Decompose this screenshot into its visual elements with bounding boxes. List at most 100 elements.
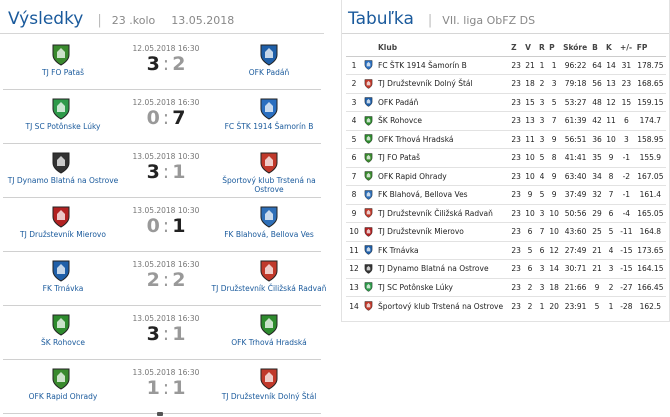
match-score[interactable]: 22 (121, 269, 211, 291)
cell-fairplay: 166.45 (634, 278, 666, 297)
cell-draws: 3 (537, 259, 548, 279)
cell-score: 53:27 (561, 93, 591, 112)
match-row[interactable]: ŠK Rohovce 13.05.2018 16:3031 OFK Trhová H… (3, 306, 321, 360)
cell-club[interactable]: TJ Družstevník Čiližská Radvaň (376, 204, 510, 223)
match-score[interactable]: 31 (121, 161, 211, 183)
cell-points: 29 (590, 204, 605, 223)
cell-k: 1 (608, 301, 614, 311)
match-row[interactable]: TJ Dynamo Blatná na Ostrove 13.05.2018 10… (3, 144, 321, 198)
standings-row[interactable]: 3 OFK Padáň 23 15 3 5 53:27 48 12 15 159.15 (346, 93, 666, 112)
cell-club[interactable]: FK Trnávka (376, 241, 510, 260)
standings-row[interactable]: 14 Športový klub Trstená na Ostrove 23 2 1 20… (346, 297, 666, 316)
cell-draws: 3 (537, 93, 548, 112)
cell-wins: 2 (527, 301, 533, 311)
home-team-name[interactable]: TJ SC Potônske Lúky (25, 122, 101, 131)
cell-club[interactable]: ŠK Rohovce (376, 111, 510, 131)
home-team-name[interactable]: OFK Rapid Ohrady (28, 392, 98, 401)
cell-wins: 10 (523, 167, 538, 186)
col-wins: V (523, 40, 538, 57)
cell-played: 23 (509, 259, 524, 279)
cell-club[interactable]: TJ FO Pataš (376, 148, 510, 168)
score-separator (163, 107, 169, 129)
cell-draws: 7 (537, 222, 548, 242)
away-team-name[interactable]: FK Blahová, Bellova Ves (224, 230, 314, 239)
standings-row[interactable]: 1 FC ŠTK 1914 Šamorín B 23 21 1 1 96:22 64 14 31 1… (346, 56, 666, 75)
cell-k: 12 (604, 93, 618, 112)
home-team-name[interactable]: FK Trnávka (42, 284, 84, 293)
scroll-indicator[interactable] (157, 412, 163, 416)
cell-club[interactable]: TJ Družstevník Dolný Štál (376, 74, 510, 94)
standings-row[interactable]: 6 TJ FO Pataš 23 10 5 8 41:41 35 9 -1 155.9 (346, 148, 666, 168)
standings-row[interactable]: 12 TJ Dynamo Blatná na Ostrove 23 6 3 14 30:71… (346, 259, 666, 279)
club-crest-icon (362, 111, 376, 131)
col-fairplay: FP (634, 40, 666, 57)
cell-club[interactable]: OFK Rapid Ohrady (376, 167, 510, 186)
cell-played: 23 (509, 74, 524, 94)
away-team-name[interactable]: Športový klub Trstená na Ostrove (222, 176, 316, 194)
cell-club[interactable]: TJ Družstevník Mierovo (376, 222, 510, 242)
cell-points: 9 (590, 278, 605, 297)
club-crest-icon (362, 259, 376, 279)
cell-losses: 10 (547, 222, 562, 242)
match-row[interactable]: TJ FO Pataš 12.05.2018 16:3032 OFK Padáň (3, 36, 321, 90)
match-row[interactable]: TJ SC Potônske Lúky 12.05.2018 16:3007 FC … (3, 90, 321, 144)
standings-row[interactable]: 10 TJ Družstevník Mierovo 23 6 7 10 43:60 25 5 -1… (346, 222, 666, 242)
match-time: 13.05.2018 16:30 (132, 314, 200, 323)
cell-club[interactable]: Športový klub Trstená na Ostrove (378, 301, 504, 311)
cell-club[interactable]: TJ SC Potônske Lúky (376, 278, 510, 297)
cell-fairplay: 164.15 (634, 259, 666, 279)
cell-fairplay: 158.95 (634, 130, 666, 149)
cell-wins: 5 (523, 241, 538, 260)
standings-row[interactable]: 11 FK Trnávka 23 5 6 12 27:49 21 4 -15 173.65 (346, 241, 666, 260)
match-score[interactable]: 01 (121, 215, 211, 237)
standings-row[interactable]: 4 ŠK Rohovce 23 13 3 7 61:39 42 11 6 174.7 (346, 111, 666, 131)
cell-played: 23 (509, 278, 524, 297)
cell-score: 61:39 (561, 111, 591, 131)
cell-pos: 2 (346, 74, 362, 94)
match-score[interactable]: 07 (121, 107, 211, 129)
home-crest-icon (51, 260, 71, 282)
standings-row[interactable]: 7 OFK Rapid Ohrady 23 10 4 9 63:40 34 8 -2 167.05 (346, 167, 666, 186)
away-team-name[interactable]: OFK Trhová Hradská (231, 338, 307, 347)
home-team-name[interactable]: ŠK Rohovce (40, 338, 86, 347)
col-losses: P (547, 40, 562, 57)
home-team-name[interactable]: TJ FO Pataš (41, 68, 84, 77)
score-separator (163, 53, 169, 75)
standings-row[interactable]: 5 OFK Trhová Hradská 23 11 3 9 56:51 36 10 3 158.9… (346, 130, 666, 149)
cell-pos: 12 (346, 259, 362, 279)
home-team-name[interactable]: TJ Družstevník Mierovo (20, 230, 106, 239)
match-row[interactable]: TJ Družstevník Mierovo 13.05.2018 10:3001… (3, 198, 321, 252)
cell-diff: -1 (617, 185, 635, 205)
cell-points: 42 (590, 111, 605, 131)
standings-row[interactable]: 2 TJ Družstevník Dolný Štál 23 18 2 3 79:18 56 1… (346, 74, 666, 94)
cell-club[interactable]: FK Blahová, Bellova Ves (376, 185, 510, 205)
cell-club[interactable]: OFK Padáň (376, 93, 510, 112)
home-team-name[interactable]: TJ Dynamo Blatná na Ostrove (7, 176, 119, 185)
club-crest-icon (362, 222, 376, 242)
cell-club[interactable]: TJ Dynamo Blatná na Ostrove (376, 259, 510, 279)
cell-score: 30:71 (561, 259, 591, 279)
match-score[interactable]: 31 (121, 323, 211, 345)
col-score: Skóre (561, 40, 591, 57)
club-crest-icon (362, 241, 376, 260)
standings-row[interactable]: 9 TJ Družstevník Čiližská Radvaň 23 10 3 10 50… (346, 204, 666, 223)
round-label: 23 .kolo (111, 14, 156, 27)
cell-diff: -27 (617, 278, 635, 297)
club-crest-icon (362, 56, 376, 75)
standings-row[interactable]: 8 FK Blahová, Bellova Ves 23 9 5 9 37:49 32 7 -1 1… (346, 185, 666, 205)
cell-club[interactable]: OFK Trhová Hradská (376, 130, 510, 149)
cell-score: 37:49 (561, 185, 591, 205)
away-team-name[interactable]: TJ Družstevník Čiližská Radvaň (211, 284, 327, 293)
away-goals: 1 (172, 215, 186, 237)
standings-row[interactable]: 13 TJ SC Potônske Lúky 23 2 3 18 21:66 9 2 -27 166… (346, 278, 666, 297)
away-team-name[interactable]: TJ Družstevník Dolný Štál (221, 392, 317, 401)
cell-club[interactable]: FC ŠTK 1914 Šamorín B (376, 56, 510, 75)
away-team-name[interactable]: FC ŠTK 1914 Šamorín B (224, 122, 314, 131)
away-team-name[interactable]: OFK Padáň (248, 68, 290, 77)
cell-losses: 3 (547, 74, 562, 94)
match-row[interactable]: OFK Rapid Ohrady 13.05.2018 16:3011 TJ Dru… (3, 360, 321, 414)
match-score[interactable]: 11 (121, 377, 211, 399)
match-score[interactable]: 32 (121, 53, 211, 75)
